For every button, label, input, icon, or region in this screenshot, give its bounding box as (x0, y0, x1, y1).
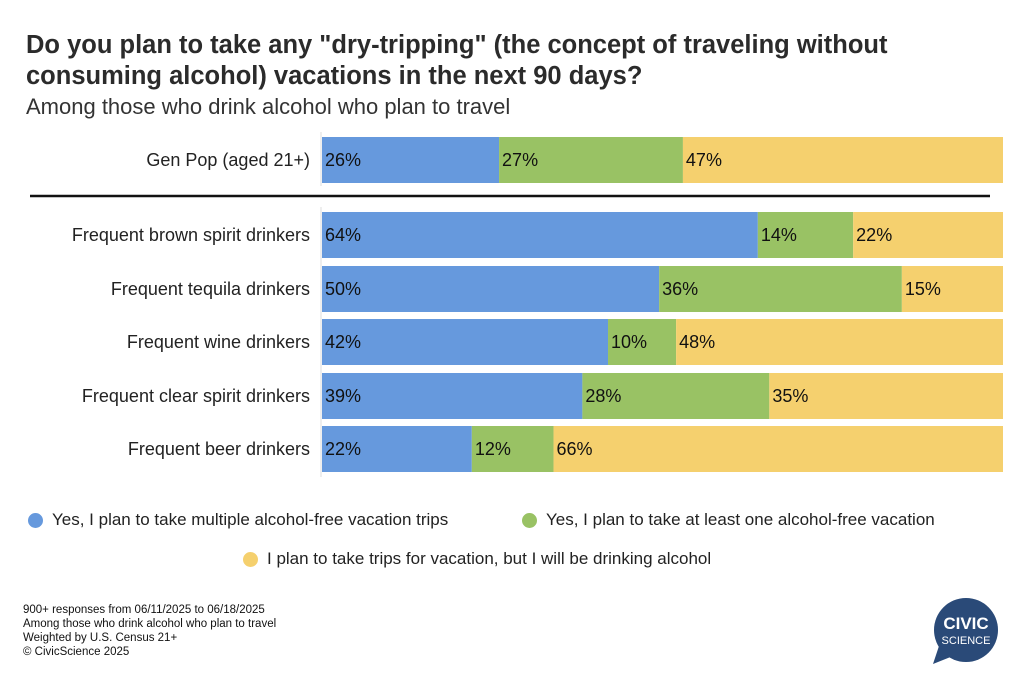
data-label: 42% (325, 332, 361, 352)
footer-line: Weighted by U.S. Census 21+ (23, 632, 178, 644)
data-label: 15% (905, 279, 941, 299)
bar-segment (901, 266, 1003, 312)
bar-segment (769, 373, 1003, 419)
category-label: Frequent tequila drinkers (111, 279, 310, 299)
bar-segment (322, 137, 500, 183)
legend-swatch-green (522, 512, 537, 528)
category-label: Frequent brown spirit drinkers (72, 225, 310, 245)
bar-segment (608, 319, 677, 365)
category-label: Gen Pop (aged 21+) (146, 150, 310, 170)
bar-segment (499, 137, 683, 183)
legend-swatch-blue (28, 512, 43, 528)
legend-swatch-yellow (243, 551, 258, 567)
svg-text:CIVIC: CIVIC (943, 614, 988, 633)
legend-item-multiple: Yes, I plan to take multiple alcohol-fre… (28, 510, 448, 530)
bar-segment (757, 212, 854, 258)
data-label: 28% (585, 386, 621, 406)
footer-line: Among those who drink alcohol who plan t… (23, 618, 277, 630)
legend-item-drinking: I plan to take trips for vacation, but I… (243, 549, 711, 569)
bar-segment (322, 319, 609, 365)
data-label: 10% (611, 332, 647, 352)
category-label: Frequent clear spirit drinkers (82, 386, 310, 406)
category-label: Frequent beer drinkers (128, 439, 310, 459)
legend-label: Yes, I plan to take multiple alcohol-fre… (52, 510, 449, 529)
data-label: 12% (475, 439, 511, 459)
data-label: 36% (662, 279, 698, 299)
data-label: 22% (856, 225, 892, 245)
data-label: 27% (502, 150, 538, 170)
civicscience-logo: CIVIC SCIENCE (933, 598, 998, 664)
bar-segment (676, 319, 1003, 365)
data-label: 22% (325, 439, 361, 459)
footer-line: © CivicScience 2025 (23, 646, 130, 658)
data-label: 50% (325, 279, 361, 299)
legend-item-one: Yes, I plan to take at least one alcohol… (522, 510, 935, 530)
chart-subtitle: Among those who drink alcohol who plan t… (26, 94, 511, 119)
bar-segment (659, 266, 902, 312)
bar-segment (853, 212, 1003, 258)
data-label: 26% (325, 150, 361, 170)
legend-label: I plan to take trips for vacation, but I… (267, 549, 712, 568)
bar-segment (322, 373, 583, 419)
data-label: 47% (686, 150, 722, 170)
bar-segment (322, 212, 758, 258)
category-label: Frequent wine drinkers (127, 332, 310, 352)
footer-notes: 900+ responses from 06/11/2025 to 06/18/… (23, 603, 276, 659)
legend-label: Yes, I plan to take at least one alcohol… (546, 510, 935, 529)
bar-segment (322, 426, 472, 472)
data-label: 14% (761, 225, 797, 245)
bar-segment (582, 373, 770, 419)
data-label: 64% (325, 225, 361, 245)
data-label: 66% (557, 439, 593, 459)
bar-segment (553, 426, 1003, 472)
bar-segment (471, 426, 554, 472)
chart-title: Do you plan to take any "dry-tripping" (… (26, 31, 888, 90)
data-label: 39% (325, 386, 361, 406)
bar-segment (322, 266, 660, 312)
data-label: 48% (679, 332, 715, 352)
svg-text:SCIENCE: SCIENCE (942, 635, 991, 647)
bar-segment (682, 137, 1003, 183)
footer-line: 900+ responses from 06/11/2025 to 06/18/… (23, 604, 265, 616)
data-label: 35% (772, 386, 808, 406)
